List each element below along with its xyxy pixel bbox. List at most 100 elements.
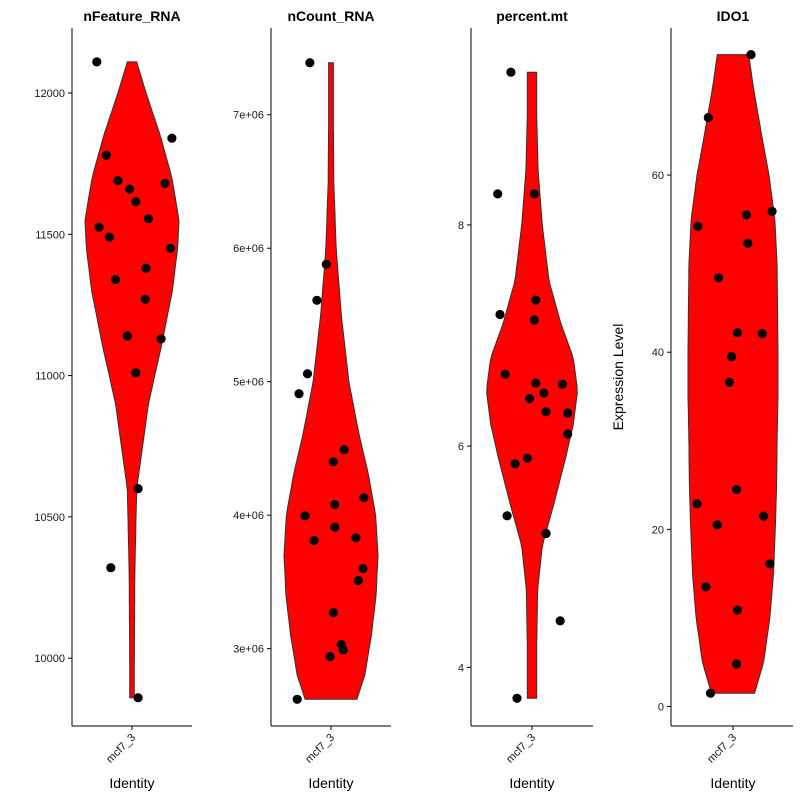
x-axis-title: Identity bbox=[710, 775, 755, 791]
data-point bbox=[767, 206, 777, 216]
data-point bbox=[743, 238, 753, 248]
data-point bbox=[712, 520, 722, 530]
y-tick-label: 5e+06 bbox=[233, 377, 264, 389]
data-point bbox=[321, 259, 331, 269]
data-point bbox=[358, 563, 368, 574]
data-point bbox=[325, 652, 335, 662]
data-point bbox=[563, 408, 573, 418]
panel-2: nCount_RNA 3e+06 4e+06 5e+06 6e+06 7e+06 mcf7_… bbox=[233, 8, 391, 791]
x-tick-label: mcf7_3 bbox=[504, 732, 538, 766]
data-point bbox=[757, 329, 767, 339]
data-point bbox=[703, 112, 713, 123]
data-point bbox=[502, 511, 512, 521]
data-point bbox=[156, 334, 166, 344]
violin-shape bbox=[283, 62, 379, 700]
panel-title: nCount_RNA bbox=[287, 8, 374, 24]
data-point bbox=[563, 429, 573, 439]
data-point bbox=[160, 178, 170, 188]
data-point bbox=[359, 493, 369, 503]
data-point bbox=[133, 484, 143, 494]
y-tick-label: 4e+06 bbox=[233, 510, 264, 522]
y-tick-label: 7e+06 bbox=[233, 110, 264, 122]
y-tick-label: 11000 bbox=[35, 371, 65, 383]
data-point bbox=[312, 295, 322, 305]
data-point bbox=[746, 50, 756, 60]
data-point bbox=[759, 511, 769, 521]
y-tick-label: 10000 bbox=[34, 653, 65, 665]
panel-title: percent.mt bbox=[496, 8, 568, 24]
data-point bbox=[732, 484, 742, 495]
data-point bbox=[727, 352, 737, 362]
data-point bbox=[122, 331, 132, 341]
data-point bbox=[732, 659, 742, 669]
data-point bbox=[330, 499, 340, 510]
data-point bbox=[294, 389, 304, 399]
data-point bbox=[506, 67, 516, 77]
x-axis-title: Identity bbox=[308, 775, 353, 791]
data-point bbox=[110, 274, 121, 285]
data-point bbox=[512, 693, 522, 703]
data-point bbox=[131, 197, 141, 207]
y-tick-label: 11500 bbox=[35, 229, 65, 241]
y-tick-label: 60 bbox=[652, 170, 664, 182]
data-point bbox=[500, 369, 510, 379]
data-point bbox=[143, 214, 153, 224]
data-point bbox=[330, 522, 340, 532]
data-point bbox=[693, 221, 703, 231]
data-point bbox=[493, 189, 503, 199]
panel-4: IDO1 0 20 40 60 mcf7_3 Identity Expression Leve… bbox=[610, 8, 793, 791]
y-tick-label: 4 bbox=[458, 662, 464, 674]
data-point bbox=[140, 294, 150, 304]
data-point bbox=[328, 457, 338, 467]
data-point bbox=[495, 309, 505, 320]
y-tick-label: 0 bbox=[658, 702, 664, 714]
data-point bbox=[167, 133, 177, 143]
data-point bbox=[92, 57, 102, 67]
data-point bbox=[741, 210, 752, 220]
data-point bbox=[338, 645, 348, 655]
y-tick-label: 6 bbox=[458, 441, 464, 453]
data-point bbox=[328, 608, 338, 618]
y-tick-label: 6e+06 bbox=[233, 243, 264, 255]
data-point bbox=[531, 378, 541, 388]
x-tick-label: mcf7_3 bbox=[705, 732, 739, 766]
violin-shape bbox=[687, 54, 779, 694]
x-axis-title: Identity bbox=[109, 775, 154, 791]
y-tick-label: 20 bbox=[652, 524, 664, 536]
panel-3: percent.mt 4 6 8 mcf7_3 Identity bbox=[458, 8, 593, 791]
data-point bbox=[701, 582, 711, 592]
data-point bbox=[529, 315, 540, 325]
data-point bbox=[351, 533, 361, 543]
violin-shape bbox=[84, 61, 180, 699]
data-point bbox=[529, 189, 540, 199]
data-point bbox=[101, 150, 111, 160]
data-point bbox=[555, 616, 565, 626]
panel-1: nFeature_RNA 10000 10500 11000 11500 12000 mcf… bbox=[34, 8, 192, 791]
data-point bbox=[165, 243, 176, 253]
y-tick-label: 8 bbox=[458, 220, 464, 232]
data-point bbox=[106, 563, 116, 573]
data-point bbox=[541, 528, 551, 539]
data-point bbox=[131, 368, 141, 378]
data-point bbox=[125, 184, 135, 194]
y-axis-title: Expression Level bbox=[610, 324, 626, 431]
data-point bbox=[525, 394, 535, 404]
data-point bbox=[531, 295, 541, 305]
x-tick-label: mcf7_3 bbox=[104, 732, 138, 766]
data-point bbox=[292, 694, 302, 704]
data-point bbox=[302, 369, 313, 379]
data-point bbox=[724, 377, 735, 387]
data-point bbox=[692, 499, 702, 509]
data-point bbox=[113, 176, 123, 186]
data-point bbox=[309, 535, 319, 546]
x-tick-label: mcf7_3 bbox=[303, 732, 337, 766]
data-point bbox=[732, 605, 743, 615]
y-tick-label: 12000 bbox=[34, 88, 65, 100]
data-point bbox=[765, 559, 775, 569]
data-point bbox=[141, 263, 151, 273]
panel-title: IDO1 bbox=[717, 8, 750, 24]
y-tick-label: 3e+06 bbox=[233, 644, 264, 656]
data-point bbox=[300, 511, 310, 521]
data-point bbox=[522, 453, 532, 463]
